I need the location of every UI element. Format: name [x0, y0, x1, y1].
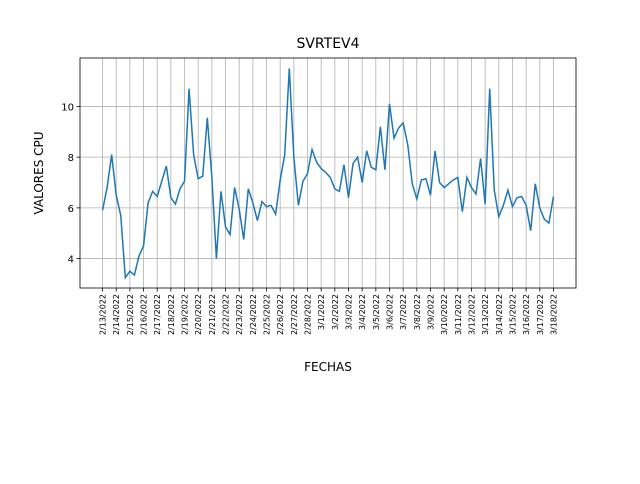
- x-tick-label: 2/13/2022: [99, 294, 108, 335]
- x-tick-label: 2/22/2022: [222, 294, 231, 335]
- chart-title: SVRTEV4: [296, 36, 359, 52]
- x-tick-label: 3/10/2022: [440, 294, 449, 335]
- x-tick-label: 3/11/2022: [454, 294, 463, 335]
- x-tick-label: 2/26/2022: [276, 294, 285, 335]
- y-tick-label: 10: [61, 102, 74, 113]
- x-tick-label: 3/9/2022: [426, 294, 435, 330]
- x-tick-label: 2/25/2022: [263, 294, 272, 335]
- x-tick-label: 2/27/2022: [290, 294, 299, 335]
- x-tick-label: 3/6/2022: [385, 294, 394, 330]
- data-line: [101, 68, 555, 280]
- x-tick-label: 3/18/2022: [549, 294, 558, 335]
- x-tick-label: 3/14/2022: [495, 294, 504, 335]
- x-axis-label: FECHAS: [304, 360, 352, 374]
- x-tick-label: 3/16/2022: [522, 294, 531, 335]
- x-tick-label: 2/14/2022: [112, 294, 121, 335]
- x-tick-label: 2/16/2022: [140, 294, 149, 335]
- x-tick-label: 3/12/2022: [467, 294, 476, 335]
- x-tick-label: 2/21/2022: [208, 294, 217, 335]
- x-tick-label: 3/2/2022: [331, 294, 340, 330]
- x-tick-label: 3/4/2022: [358, 294, 367, 330]
- x-tick-label: 3/3/2022: [344, 294, 353, 330]
- x-tick-label: 3/15/2022: [508, 294, 517, 335]
- x-tick-label: 3/17/2022: [536, 294, 545, 335]
- x-tick-label: 2/24/2022: [249, 294, 258, 335]
- x-tick-label: 3/1/2022: [317, 294, 326, 330]
- x-tick-label: 2/28/2022: [304, 294, 313, 335]
- x-tick-label: 2/23/2022: [235, 294, 244, 335]
- y-tick-label: 4: [68, 255, 74, 266]
- x-tick-label: 3/7/2022: [399, 294, 408, 330]
- y-tick-label: 6: [68, 204, 74, 215]
- x-tick-label: 2/17/2022: [153, 294, 162, 335]
- y-axis-label: VALORES CPU: [32, 131, 46, 214]
- x-tick-label: 2/19/2022: [181, 294, 190, 335]
- x-tick-label: 2/15/2022: [126, 294, 135, 335]
- x-tick-label: 2/20/2022: [194, 294, 203, 335]
- plot-frame: [79, 57, 577, 289]
- x-tick-label: 3/8/2022: [413, 294, 422, 330]
- x-tick-label: 3/13/2022: [481, 294, 490, 335]
- x-tick-label: 3/5/2022: [372, 294, 381, 330]
- y-tick-label: 8: [68, 153, 74, 164]
- x-tick-label: 2/18/2022: [167, 294, 176, 335]
